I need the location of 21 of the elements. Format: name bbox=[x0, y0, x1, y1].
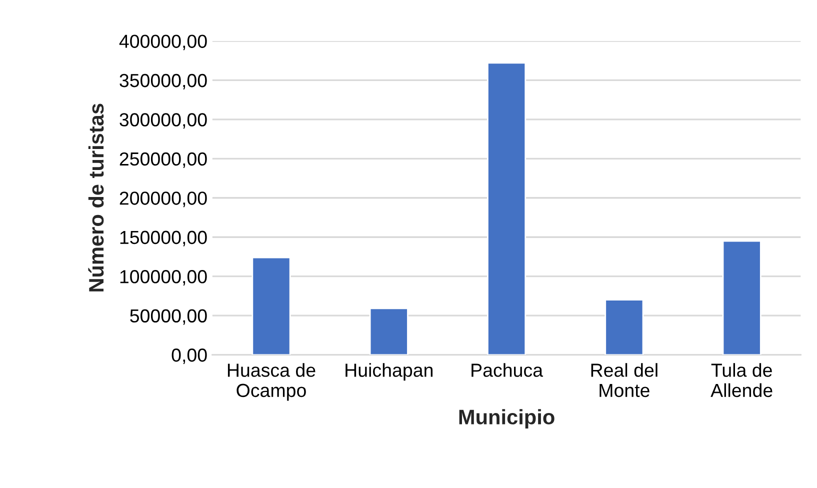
x-tick-label: Huichapan bbox=[346, 363, 432, 381]
y-tick-label: 0,00 bbox=[172, 348, 207, 364]
x-tick-label: Tula de Allende bbox=[710, 363, 772, 398]
y-tick-label: 150000,00 bbox=[120, 230, 207, 246]
bar bbox=[369, 308, 408, 355]
bar bbox=[604, 299, 644, 355]
y-tick-label: 200000,00 bbox=[120, 192, 207, 208]
y-tick-label: 400000,00 bbox=[119, 34, 207, 50]
bar bbox=[252, 256, 291, 355]
bar bbox=[722, 240, 762, 355]
x-tick-label: Pachuca bbox=[472, 363, 544, 377]
y-tick-label: 250000,00 bbox=[120, 152, 207, 168]
bar bbox=[487, 62, 526, 355]
y-tick-label: 300000,00 bbox=[120, 113, 207, 129]
x-tick-label: Real del Monte bbox=[591, 363, 658, 398]
x-tick-label: Huasca de Ocampo bbox=[228, 363, 316, 401]
y-tick-label: 100000,00 bbox=[120, 270, 207, 286]
y-tick-label: 50000,00 bbox=[130, 309, 207, 325]
x-axis-title: Municipio bbox=[459, 409, 554, 429]
y-axis-title: Número de turistas bbox=[88, 104, 104, 292]
y-tick-label: 350000,00 bbox=[120, 74, 207, 90]
